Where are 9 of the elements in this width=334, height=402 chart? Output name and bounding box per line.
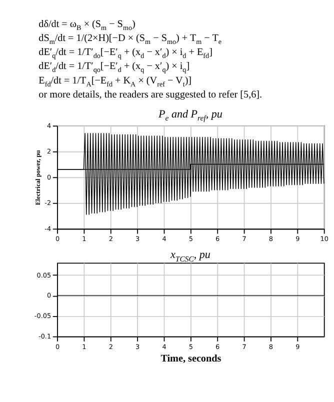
text: dE′$_{d}$/dt = 1/T′$_{qo}$[−E′$_{d}$ + (x$_{q}$ − x′$_{q}$) × i$_{q}$] xyxy=(38,61,190,74)
text: dδ/dt = ω$_{B}$ × (S$_{m}$ − S$_{mo}$) xyxy=(38,18,136,32)
x-axis-title: Time, seconds xyxy=(160,354,222,365)
text: E$_{fd}$/dt = 1/T$_{A}$[−E$_{fd}$ + K$_{A}$ × (V$_{ref}$ − V$_{t}$)] xyxy=(38,75,192,88)
text: or more details, the readers are suggested to refer [5,6]. xyxy=(38,89,262,100)
chart-title: P$_{e}$ and P$_{ref}$, pu xyxy=(158,108,223,123)
chart-title: x$_{TCSC}$, pu xyxy=(170,249,211,264)
text: dE′$_{q}$/dt = 1/T′$_{do}$[−E′$_{q}$ + (x$_{d}$ − x′$_{d}$) × i$_{d}$ + E$_{fd}$] xyxy=(38,47,212,60)
text: dS$_{m}$/dt = 1/(2×H)[−D × (S$_{m}$ − S$_{mo}$) + T$_{m}$ − T$_{e}$ xyxy=(38,32,222,46)
